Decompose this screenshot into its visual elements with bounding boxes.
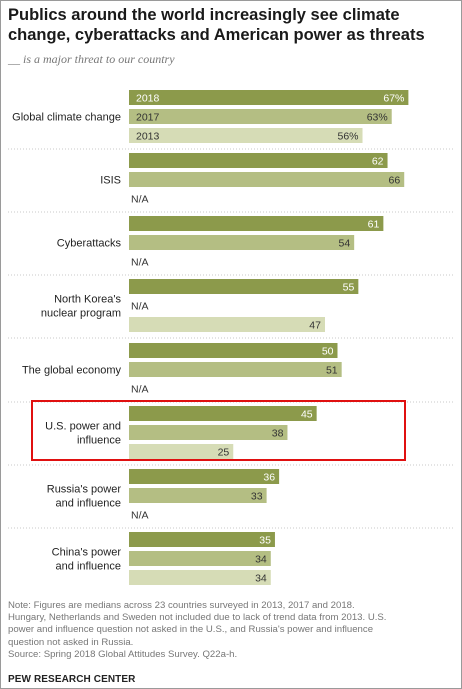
category-label: and influence — [56, 561, 121, 573]
chart-note: Note: Figures are medians across 23 coun… — [8, 600, 453, 661]
bar — [129, 343, 338, 358]
category-label: The global economy — [22, 365, 122, 377]
series-label: 2013 — [136, 131, 160, 143]
chart-title: Publics around the world increasingly se… — [8, 6, 425, 44]
category-label: nuclear program — [41, 308, 121, 320]
value-label: 62 — [372, 156, 384, 168]
category-label: Global climate change — [12, 112, 121, 124]
value-label: 34 — [255, 573, 267, 585]
bar — [129, 551, 271, 566]
note-line: Note: Figures are medians across 23 coun… — [8, 600, 355, 611]
na-label: N/A — [131, 194, 149, 206]
value-label: 67% — [383, 93, 404, 105]
note-line: Hungary, Netherlands and Sweden not incl… — [8, 612, 387, 624]
value-label: 61 — [368, 219, 380, 231]
bar — [129, 317, 325, 332]
bar — [129, 444, 234, 459]
category-label: ISIS — [100, 175, 121, 187]
value-label: 50 — [322, 346, 334, 358]
bar — [129, 362, 342, 377]
value-label: 47 — [309, 320, 321, 332]
na-label: N/A — [131, 384, 149, 396]
highlight-box — [31, 400, 406, 461]
bar — [129, 216, 384, 231]
bar — [129, 109, 392, 124]
category-label: North Korea's — [54, 294, 121, 306]
bar — [129, 570, 271, 585]
category-label: China's power — [52, 547, 122, 559]
bar — [129, 279, 359, 294]
bar — [129, 532, 275, 547]
bar — [129, 235, 355, 250]
series-label: 2017 — [136, 112, 160, 124]
value-label: 25 — [218, 447, 230, 459]
category-label: Russia's power — [47, 484, 122, 496]
bar — [129, 406, 317, 421]
value-label: 56% — [338, 131, 359, 143]
note-line: power and influence question not asked i… — [8, 624, 374, 636]
category-label: U.S. power and — [45, 421, 121, 433]
value-label: 38 — [272, 428, 284, 440]
na-label: N/A — [131, 301, 149, 313]
value-label: 33 — [251, 491, 263, 503]
bar — [129, 153, 388, 168]
bar — [129, 172, 405, 187]
value-label: 54 — [338, 238, 350, 250]
value-label: 36 — [263, 472, 275, 484]
value-label: 35 — [259, 535, 271, 547]
bar — [129, 425, 288, 440]
value-label: 51 — [326, 365, 338, 377]
na-label: N/A — [131, 257, 149, 269]
value-label: 66 — [389, 175, 401, 187]
series-label: 2018 — [136, 93, 160, 105]
bar — [129, 90, 409, 105]
brand-logo-text: PEW RESEARCH CENTER — [8, 674, 136, 685]
bar-chart: Global climate change 67% 2018 63% 2017 56% 20… — [8, 90, 453, 585]
bar — [129, 469, 280, 484]
bar — [129, 128, 363, 143]
value-label: 34 — [255, 554, 267, 566]
source-line: Source: Spring 2018 Global Attitudes Sur… — [8, 648, 238, 660]
value-label: 45 — [301, 409, 313, 421]
category-label: influence — [77, 435, 121, 447]
note-line: question not asked in Russia. — [8, 636, 134, 648]
na-label: N/A — [131, 510, 149, 522]
value-label: 63% — [367, 112, 388, 124]
category-label: Cyberattacks — [57, 238, 122, 250]
category-label: and influence — [56, 498, 121, 510]
chart-subtitle: __ is a major threat to our country — [8, 52, 175, 66]
bar — [129, 488, 267, 503]
value-label: 55 — [343, 282, 355, 294]
